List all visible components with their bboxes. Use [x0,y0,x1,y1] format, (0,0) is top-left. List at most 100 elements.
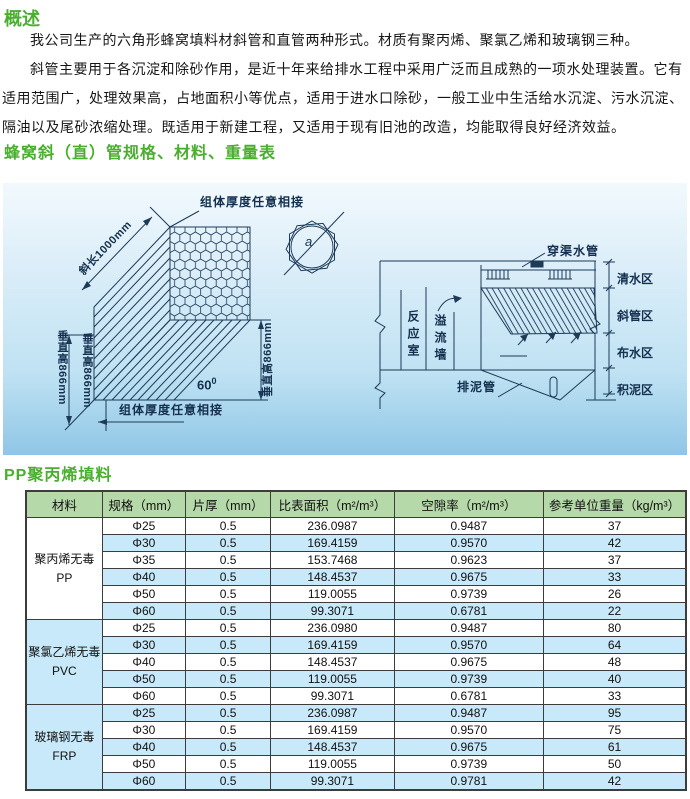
material-name: 聚氯乙烯无毒 [28,645,101,659]
cell-spec: Φ50 [101,755,186,773]
table-row: Φ50 0.5 119.0055 0.9739 26 [26,585,687,603]
material-cell-pvc: 聚氯乙烯无毒 PVC [25,619,103,705]
cell-spec: Φ30 [101,721,186,739]
diagram-panel: 组体厚度任意相接 斜长1000mm 垂直高866mm 垂直高866mm 垂直高8… [3,183,687,455]
cell-thickness: 0.5 [184,551,272,569]
vertical-height-label-left-1: 垂直高866mm [56,330,68,405]
cell-thickness: 0.5 [184,619,272,637]
cell-thickness: 0.5 [184,568,272,586]
table-row: Φ40 0.5 148.4537 0.9675 61 [26,738,687,756]
join-top-label: 组体厚度任意相接 [200,195,305,209]
spec-table: 材料 规格（mm） 片厚（mm） 比表面积（m²/m³） 空隙率（m²/m³） … [25,490,687,791]
cell-thickness: 0.5 [184,585,272,603]
cell-surface-area: 99.3071 [270,772,395,791]
table-row: Φ60 0.5 99.3071 0.6781 22 [26,602,687,620]
material-code: PP [56,570,73,585]
cell-porosity: 0.6781 [393,602,545,620]
cell-unit-weight: 37 [543,517,687,535]
cell-porosity: 0.9570 [393,534,545,552]
cell-unit-weight: 26 [543,585,687,603]
cell-porosity: 0.9487 [393,517,545,535]
cell-spec: Φ40 [101,653,186,671]
cell-thickness: 0.5 [184,517,272,535]
cell-unit-weight: 95 [543,704,687,722]
th-unit-weight: 参考单位重量（kg/m³） [543,490,687,518]
table-row: Φ35 0.5 153.7468 0.9623 37 [26,551,687,569]
sludge-pipe-label: 排泥管 [457,380,497,394]
cell-porosity: 0.9675 [393,738,545,756]
cell-unit-weight: 50 [543,755,687,773]
th-material: 材料 [25,490,103,518]
cell-spec: Φ60 [101,687,186,705]
table-row: Φ30 0.5 169.4159 0.9570 64 [26,636,687,654]
table-row: Φ60 0.5 99.3071 0.6781 33 [26,687,687,705]
cell-unit-weight: 33 [543,568,687,586]
cell-unit-weight: 42 [543,534,687,552]
cell-thickness: 0.5 [184,534,272,552]
th-spec: 规格（mm） [101,490,186,518]
overview-text: 我公司生产的六角形蜂窝填料材斜管和直管两种形式。材质有聚丙烯、聚氯乙烯和玻璃钢三… [2,26,688,142]
angle-value: 60 [197,377,212,393]
material-code: PVC [52,664,77,678]
table-row: Φ50 0.5 119.0055 0.9739 40 [26,670,687,688]
cell-unit-weight: 40 [543,670,687,688]
angle-superscript: 0 [211,376,217,386]
cell-unit-weight: 80 [543,619,687,637]
table-row: Φ30 0.5 169.4159 0.9570 75 [26,721,687,739]
table-row: Φ40 0.5 148.4537 0.9675 48 [26,653,687,671]
cell-surface-area: 99.3071 [270,687,395,705]
cell-surface-area: 148.4537 [270,738,395,756]
material-cell-frp: 玻璃钢无毒 FRP [25,704,103,791]
cell-porosity: 0.9675 [393,568,545,586]
cell-thickness: 0.5 [184,772,272,791]
cell-unit-weight: 33 [543,687,687,705]
cell-thickness: 0.5 [184,755,272,773]
table-row: 聚丙烯无毒 PP Φ25 0.5 236.0987 0.9487 37 [25,517,687,620]
pp-filler-heading: PP聚丙烯填料 [4,467,113,484]
cell-surface-area: 119.0055 [270,585,395,603]
cell-spec: Φ30 [101,636,186,654]
th-surface-area: 比表面积（m²/m³） [270,490,395,518]
channel-pipe-label: 穿渠水管 [547,244,600,258]
cell-porosity: 0.6781 [393,687,545,705]
sludge-zone-label: 积泥区 [617,383,654,397]
honeycomb-module-diagram [59,206,345,431]
cell-surface-area: 148.4537 [270,568,395,586]
clear-water-zone-label: 清水区 [617,272,654,286]
cell-thickness: 0.5 [184,738,272,756]
cell-porosity: 0.9570 [393,636,545,654]
cell-spec: Φ40 [101,738,186,756]
cell-thickness: 0.5 [184,636,272,654]
vertical-height-label-left-2: 垂直高866mm [81,333,93,408]
reaction-chamber-label: 反应室 [406,310,420,361]
cell-surface-area: 153.7468 [270,551,395,569]
clarifier-section-diagram [374,252,616,409]
distribution-zone-label: 布水区 [617,346,654,360]
arrowheads [453,295,581,342]
cell-surface-area: 169.4159 [270,636,395,654]
table-header-row: 材料 规格（mm） 片厚（mm） 比表面积（m²/m³） 空隙率（m²/m³） … [25,490,687,518]
table-row: Φ40 0.5 148.4537 0.9675 33 [26,568,687,586]
cell-surface-area: 99.3071 [270,602,395,620]
cell-spec: Φ60 [101,602,186,620]
cell-spec: Φ50 [101,585,186,603]
material-name: 聚丙烯无毒 [34,551,95,566]
overflow-wall-label: 溢流墙 [433,314,447,365]
table-row: Φ30 0.5 169.4159 0.9570 42 [26,534,687,552]
cell-spec: Φ25 [101,704,186,722]
cell-porosity: 0.9675 [393,653,545,671]
cell-spec: Φ60 [101,772,186,791]
cell-spec: Φ50 [101,670,186,688]
cell-thickness: 0.5 [184,687,272,705]
cell-unit-weight: 61 [543,738,687,756]
cell-spec: Φ30 [101,534,186,552]
cell-thickness: 0.5 [184,653,272,671]
cell-surface-area: 169.4159 [270,721,395,739]
cell-porosity: 0.9739 [393,585,545,603]
cell-porosity: 0.9570 [393,721,545,739]
overview-paragraph-1: 我公司生产的六角形蜂窝填料材斜管和直管两种形式。材质有聚丙烯、聚氯乙烯和玻璃钢三… [30,32,639,48]
vertical-height-label-right: 垂直高866mm [261,322,274,397]
material-cell-pp: 聚丙烯无毒 PP [25,517,103,620]
cell-unit-weight: 48 [543,653,687,671]
cell-porosity: 0.9739 [393,755,545,773]
